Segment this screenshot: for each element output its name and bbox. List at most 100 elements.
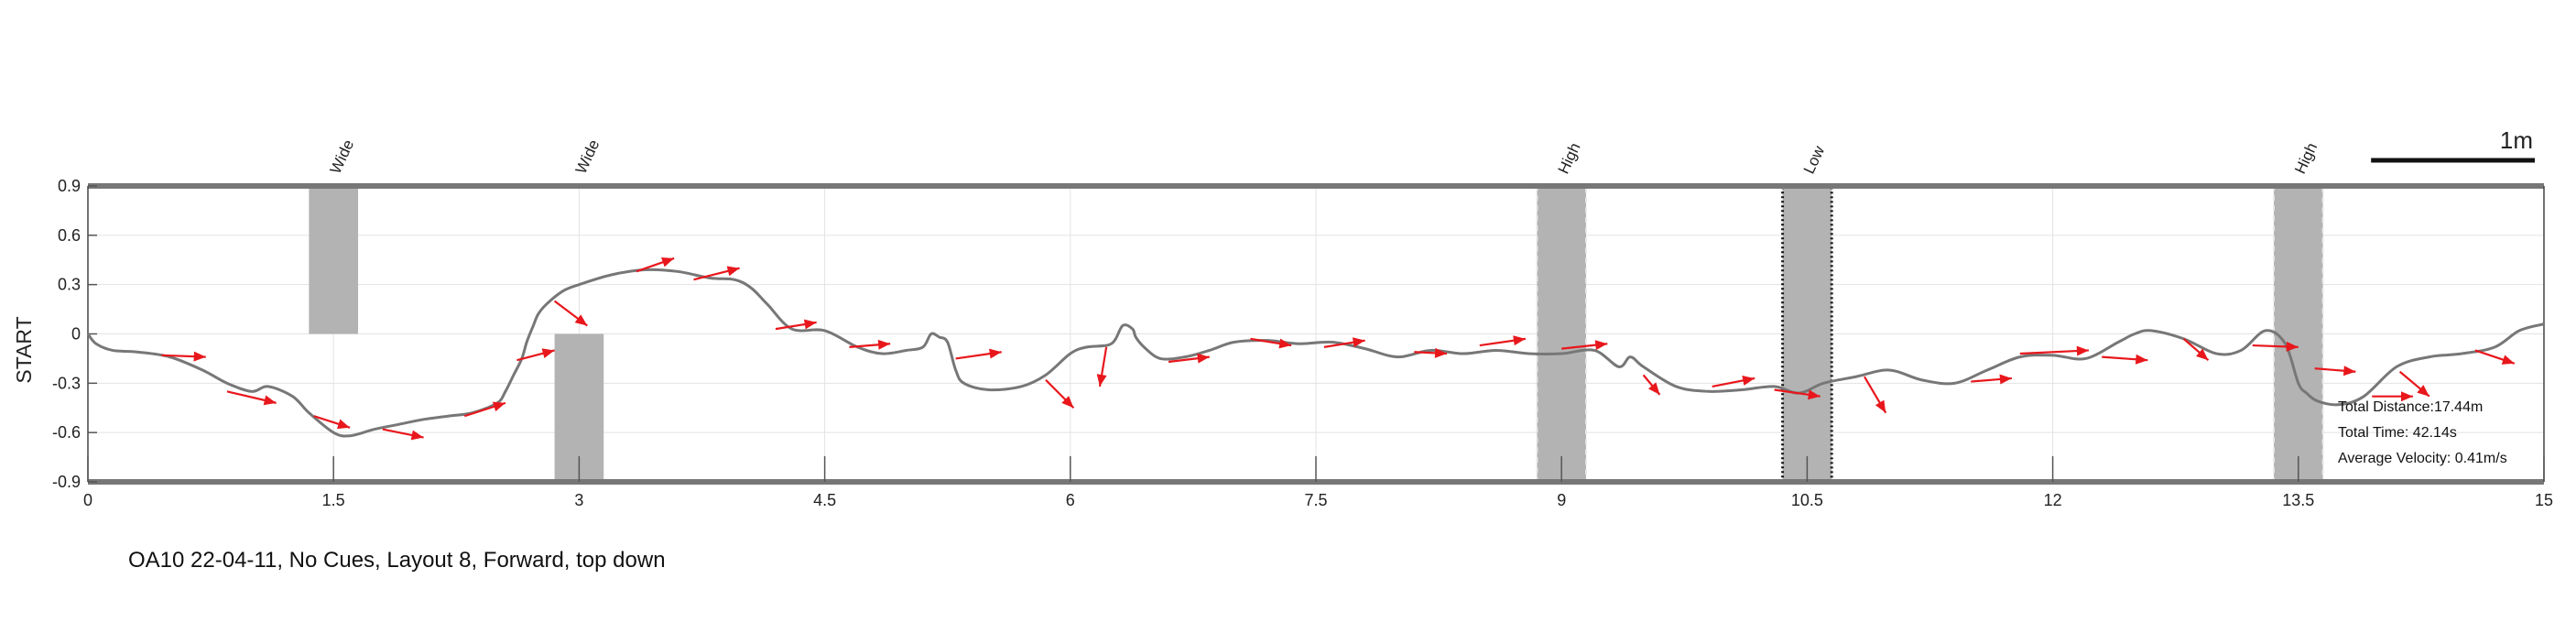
heading-arrow [463, 401, 506, 418]
total-distance-text: Total Distance:17.44m [2338, 399, 2483, 415]
x-tick-label: 3 [574, 491, 583, 509]
x-tick-label: 15 [2535, 491, 2553, 509]
stats-annotation: Total Distance:17.44m Total Time: 42.14s… [2338, 399, 2507, 466]
arrow-head [2286, 341, 2299, 352]
heading-arrow [2102, 354, 2148, 365]
heading-arrow [516, 348, 555, 362]
heading-arrow [2372, 391, 2413, 402]
heading-arrow [1712, 376, 1755, 388]
arrow-head [2417, 385, 2429, 397]
heading-arrow [1096, 346, 1108, 387]
arrow-head [1434, 347, 1448, 358]
heading-arrow [2314, 366, 2356, 377]
average-velocity-text: Average Velocity: 0.41m/s [2338, 451, 2507, 466]
heading-arrow [955, 348, 1002, 360]
heading-arrow [2474, 349, 2516, 365]
trajectory-path [86, 267, 2545, 438]
scale-bar: 1m [2371, 126, 2535, 163]
heading-arrow [1561, 340, 1608, 351]
heading-arrow [2398, 370, 2430, 398]
heading-arrow [1168, 353, 1210, 364]
x-tick-label: 7.5 [1304, 491, 1327, 509]
arrow-head [2342, 366, 2356, 377]
arrow-head [726, 266, 740, 277]
arrow-head [541, 348, 555, 359]
obstacle [309, 186, 359, 334]
arrow-head [193, 351, 206, 362]
heading-arrow [1971, 374, 2012, 385]
arrow-head [1061, 396, 1074, 409]
heading-arrow [1864, 376, 1887, 414]
x-tick-label: 6 [1066, 491, 1075, 509]
heading-arrow [693, 266, 740, 281]
x-tick-label: 9 [1557, 491, 1566, 509]
arrow-head [1594, 340, 1608, 351]
arrow-head [263, 395, 277, 406]
arrow-head [1999, 374, 2012, 385]
heading-arrow [1250, 337, 1292, 349]
heading-arrows [161, 257, 2516, 441]
heading-arrow [553, 300, 589, 327]
x-tick-label: 10.5 [1791, 491, 1823, 509]
obstacle [1781, 184, 1833, 484]
arrow-head [2076, 345, 2089, 356]
arrow-head [410, 430, 424, 441]
y-tick-label: 0.6 [58, 226, 81, 245]
y-axis-label: START [12, 316, 36, 383]
axis-ticks: 0 1.5 3 4.5 6 7.5 9 10.5 12 13.5 15 0.9 0.6 0.3 0 -0.3 -… [52, 177, 2553, 509]
arrow-head [989, 348, 1002, 359]
arrow-head [492, 401, 505, 412]
x-tick-label: 0 [83, 491, 92, 509]
x-tick-label: 4.5 [813, 491, 836, 509]
scale-bar-label: 1m [2500, 126, 2533, 154]
heading-arrow [1479, 335, 1527, 347]
x-tick-label: 12 [2044, 491, 2062, 509]
obstacle-label: Wide [327, 137, 358, 177]
y-tick-label: 0.9 [58, 177, 81, 195]
obstacle [1536, 185, 1588, 483]
heading-arrow [161, 351, 206, 362]
arrow-head [2400, 391, 2413, 402]
heading-arrow [313, 415, 351, 430]
x-tick-label: 13.5 [2282, 491, 2314, 509]
arrow-head [1875, 399, 1886, 413]
arrow-head [1647, 382, 1660, 395]
heading-arrow [849, 339, 891, 350]
heading-arrow [1323, 337, 1365, 348]
arrow-head [1096, 374, 1107, 387]
grid-lines [87, 185, 2545, 483]
figure-caption: OA10 22-04-11, No Cues, Layout 8, Forwar… [128, 548, 666, 573]
y-tick-label: -0.9 [52, 473, 81, 491]
obstacle-label: Low [1800, 143, 1829, 177]
trajectory-path-layer [86, 267, 2545, 438]
arrow-head [2135, 354, 2148, 365]
heading-arrow [775, 319, 817, 331]
arrow-head [803, 319, 817, 330]
arrow-head [1352, 337, 1365, 348]
heading-arrow [1774, 388, 1821, 400]
heading-arrow [1045, 378, 1075, 409]
heading-arrow [1414, 347, 1448, 358]
heading-arrow [226, 390, 277, 406]
arrow-head [574, 314, 588, 326]
heading-arrow [382, 428, 424, 441]
x-tick-label: 1.5 [322, 491, 345, 509]
y-tick-label: 0 [71, 325, 81, 344]
heading-arrow [2252, 341, 2299, 352]
arrow-head [337, 419, 351, 430]
arrow-head [1742, 376, 1755, 386]
heading-arrow [1642, 374, 1661, 396]
obstacle-label: High [1555, 140, 1584, 177]
heading-arrow [636, 257, 675, 273]
obstacle [2272, 185, 2324, 483]
arrow-head [2196, 348, 2209, 361]
arrow-head [1808, 389, 1821, 400]
arrow-head [1513, 335, 1526, 346]
arrow-head [877, 339, 891, 350]
arrow-head [1278, 338, 1292, 349]
heading-arrow [2019, 345, 2089, 356]
arrow-head [2501, 355, 2515, 365]
obstacle-label: Wide [572, 137, 603, 177]
arrow-head [1197, 353, 1210, 364]
